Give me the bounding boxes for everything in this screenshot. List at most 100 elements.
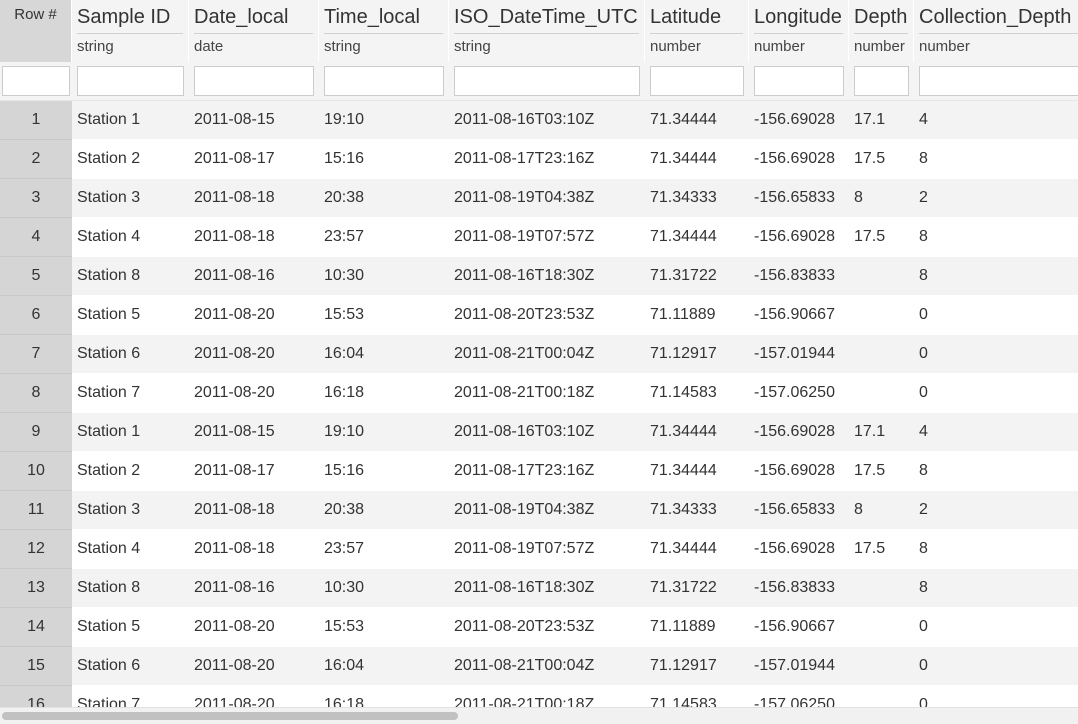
row-number-cell[interactable]: 3	[0, 179, 72, 218]
cell-collection-depth[interactable]: 0	[914, 608, 1078, 647]
horizontal-scrollbar[interactable]	[0, 707, 1078, 724]
cell-longitude[interactable]: -156.69028	[749, 530, 849, 569]
scrollbar-thumb[interactable]	[2, 712, 458, 720]
cell-depth[interactable]	[849, 686, 914, 707]
cell-iso-datetime-utc[interactable]: 2011-08-19T07:57Z	[449, 218, 645, 257]
cell-time-local[interactable]: 20:38	[319, 179, 449, 218]
cell-collection-depth[interactable]: 0	[914, 686, 1078, 707]
cell-iso-datetime-utc[interactable]: 2011-08-16T03:10Z	[449, 101, 645, 140]
iso-datetime-utc-filter-input[interactable]	[454, 66, 640, 96]
cell-collection-depth[interactable]: 8	[914, 452, 1078, 491]
cell-depth[interactable]: 17.5	[849, 140, 914, 179]
row-number-cell[interactable]: 16	[0, 686, 72, 707]
row-number-cell[interactable]: 8	[0, 374, 72, 413]
cell-time-local[interactable]: 15:53	[319, 608, 449, 647]
cell-longitude[interactable]: -156.69028	[749, 218, 849, 257]
cell-sample-id[interactable]: Station 6	[72, 647, 189, 686]
cell-collection-depth[interactable]: 2	[914, 179, 1078, 218]
cell-time-local[interactable]: 15:16	[319, 452, 449, 491]
cell-depth[interactable]	[849, 569, 914, 608]
table-row[interactable]: 4 Station 4 2011-08-18 23:57 2011-08-19T07:5…	[0, 218, 1078, 257]
cell-time-local[interactable]: 20:38	[319, 491, 449, 530]
column-header-time-local[interactable]: Time_local string	[319, 0, 449, 62]
row-number-cell[interactable]: 13	[0, 569, 72, 608]
cell-latitude[interactable]: 71.34333	[645, 179, 749, 218]
row-number-cell[interactable]: 14	[0, 608, 72, 647]
cell-time-local[interactable]: 16:04	[319, 335, 449, 374]
table-row[interactable]: 8 Station 7 2011-08-20 16:18 2011-08-21T00:1…	[0, 374, 1078, 413]
table-row[interactable]: 14 Station 5 2011-08-20 15:53 2011-08-20T23:…	[0, 608, 1078, 647]
cell-iso-datetime-utc[interactable]: 2011-08-17T23:16Z	[449, 452, 645, 491]
cell-time-local[interactable]: 10:30	[319, 569, 449, 608]
cell-date-local[interactable]: 2011-08-16	[189, 569, 319, 608]
row-number-cell[interactable]: 10	[0, 452, 72, 491]
table-row[interactable]: 13 Station 8 2011-08-16 10:30 2011-08-16T18:…	[0, 569, 1078, 608]
cell-longitude[interactable]: -157.06250	[749, 374, 849, 413]
row-number-cell[interactable]: 11	[0, 491, 72, 530]
cell-date-local[interactable]: 2011-08-17	[189, 452, 319, 491]
cell-depth[interactable]	[849, 296, 914, 335]
row-number-cell[interactable]: 4	[0, 218, 72, 257]
cell-depth[interactable]: 17.1	[849, 413, 914, 452]
cell-depth[interactable]: 17.1	[849, 101, 914, 140]
cell-depth[interactable]	[849, 257, 914, 296]
cell-sample-id[interactable]: Station 2	[72, 452, 189, 491]
column-header-longitude[interactable]: Longitude number	[749, 0, 849, 62]
cell-collection-depth[interactable]: 8	[914, 530, 1078, 569]
cell-collection-depth[interactable]: 0	[914, 296, 1078, 335]
cell-collection-depth[interactable]: 8	[914, 257, 1078, 296]
cell-date-local[interactable]: 2011-08-20	[189, 335, 319, 374]
cell-longitude[interactable]: -156.65833	[749, 179, 849, 218]
row-number-cell[interactable]: 9	[0, 413, 72, 452]
cell-depth[interactable]: 8	[849, 179, 914, 218]
column-header-depth[interactable]: Depth number	[849, 0, 914, 62]
cell-collection-depth[interactable]: 4	[914, 413, 1078, 452]
cell-collection-depth[interactable]: 8	[914, 569, 1078, 608]
cell-date-local[interactable]: 2011-08-20	[189, 296, 319, 335]
cell-sample-id[interactable]: Station 1	[72, 413, 189, 452]
cell-depth[interactable]: 17.5	[849, 452, 914, 491]
cell-date-local[interactable]: 2011-08-18	[189, 530, 319, 569]
table-row[interactable]: 2 Station 2 2011-08-17 15:16 2011-08-17T23:1…	[0, 140, 1078, 179]
row-number-header[interactable]: Row #	[0, 0, 72, 62]
cell-longitude[interactable]: -156.83833	[749, 257, 849, 296]
cell-iso-datetime-utc[interactable]: 2011-08-21T00:04Z	[449, 335, 645, 374]
cell-iso-datetime-utc[interactable]: 2011-08-17T23:16Z	[449, 140, 645, 179]
cell-latitude[interactable]: 71.14583	[645, 686, 749, 707]
cell-iso-datetime-utc[interactable]: 2011-08-19T07:57Z	[449, 530, 645, 569]
table-row[interactable]: 16 Station 7 2011-08-20 16:18 2011-08-21T00:…	[0, 686, 1078, 707]
cell-latitude[interactable]: 71.11889	[645, 296, 749, 335]
cell-longitude[interactable]: -156.65833	[749, 491, 849, 530]
latitude-filter-input[interactable]	[650, 66, 744, 96]
cell-collection-depth[interactable]: 8	[914, 218, 1078, 257]
table-row[interactable]: 5 Station 8 2011-08-16 10:30 2011-08-16T18:3…	[0, 257, 1078, 296]
cell-sample-id[interactable]: Station 5	[72, 608, 189, 647]
row-number-cell[interactable]: 15	[0, 647, 72, 686]
cell-date-local[interactable]: 2011-08-16	[189, 257, 319, 296]
cell-sample-id[interactable]: Station 4	[72, 218, 189, 257]
cell-time-local[interactable]: 19:10	[319, 413, 449, 452]
row-number-cell[interactable]: 7	[0, 335, 72, 374]
row-number-cell[interactable]: 5	[0, 257, 72, 296]
cell-latitude[interactable]: 71.31722	[645, 569, 749, 608]
cell-collection-depth[interactable]: 4	[914, 101, 1078, 140]
table-row[interactable]: 3 Station 3 2011-08-18 20:38 2011-08-19T04:3…	[0, 179, 1078, 218]
cell-sample-id[interactable]: Station 6	[72, 335, 189, 374]
cell-depth[interactable]	[849, 374, 914, 413]
cell-collection-depth[interactable]: 0	[914, 335, 1078, 374]
cell-depth[interactable]: 17.5	[849, 218, 914, 257]
cell-date-local[interactable]: 2011-08-18	[189, 179, 319, 218]
cell-date-local[interactable]: 2011-08-20	[189, 374, 319, 413]
cell-latitude[interactable]: 71.34444	[645, 452, 749, 491]
row-number-filter-input[interactable]	[2, 66, 70, 96]
column-header-iso-datetime-utc[interactable]: ISO_DateTime_UTC string	[449, 0, 645, 62]
table-row[interactable]: 12 Station 4 2011-08-18 23:57 2011-08-19T07:…	[0, 530, 1078, 569]
cell-latitude[interactable]: 71.14583	[645, 374, 749, 413]
table-row[interactable]: 11 Station 3 2011-08-18 20:38 2011-08-19T04:…	[0, 491, 1078, 530]
cell-collection-depth[interactable]: 2	[914, 491, 1078, 530]
cell-longitude[interactable]: -156.69028	[749, 413, 849, 452]
cell-depth[interactable]: 17.5	[849, 530, 914, 569]
cell-sample-id[interactable]: Station 1	[72, 101, 189, 140]
row-number-cell[interactable]: 6	[0, 296, 72, 335]
cell-longitude[interactable]: -156.90667	[749, 608, 849, 647]
